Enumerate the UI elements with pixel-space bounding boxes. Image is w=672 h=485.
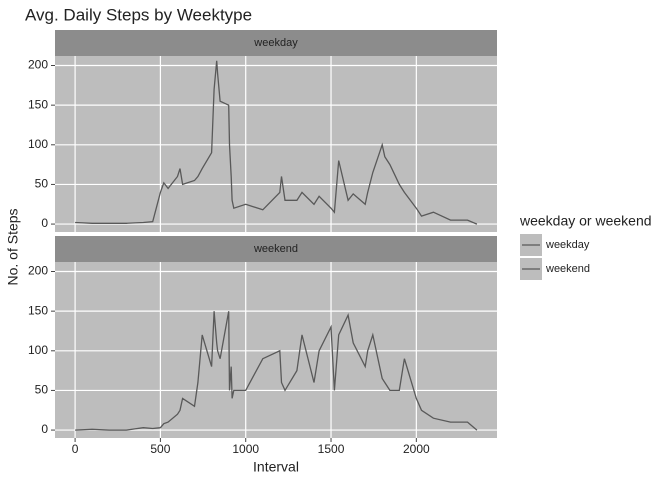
y-tick-label: 100 [28, 343, 48, 357]
legend-label: weekday [545, 239, 590, 251]
x-tick-label: 0 [72, 442, 79, 456]
y-tick-label: 100 [28, 137, 48, 151]
y-tick-label: 50 [35, 177, 49, 191]
strip [55, 236, 497, 262]
legend-title: weekday or weekend [519, 213, 652, 229]
y-tick-label: 200 [28, 264, 48, 278]
strip [55, 30, 497, 56]
strip-label: weekend [253, 243, 298, 255]
y-tick-label: 0 [41, 216, 48, 230]
series-line [75, 311, 478, 431]
y-axis-label: No. of Steps [5, 208, 21, 285]
strip-label: weekday [253, 37, 298, 49]
y-tick-label: 200 [28, 58, 48, 72]
y-tick-label: 150 [28, 303, 48, 317]
x-tick-label: 500 [150, 442, 170, 456]
y-tick-label: 50 [35, 383, 49, 397]
legend-label: weekend [545, 263, 590, 275]
x-tick-label: 1000 [232, 442, 259, 456]
x-tick-label: 2000 [403, 442, 430, 456]
x-axis-label: Interval [253, 459, 299, 475]
panel [55, 56, 497, 232]
x-tick-label: 1500 [318, 442, 345, 456]
series-line [75, 60, 478, 225]
y-tick-label: 150 [28, 97, 48, 111]
panel [55, 262, 497, 438]
chart-title: Avg. Daily Steps by Weektype [25, 5, 252, 24]
y-tick-label: 0 [41, 422, 48, 436]
